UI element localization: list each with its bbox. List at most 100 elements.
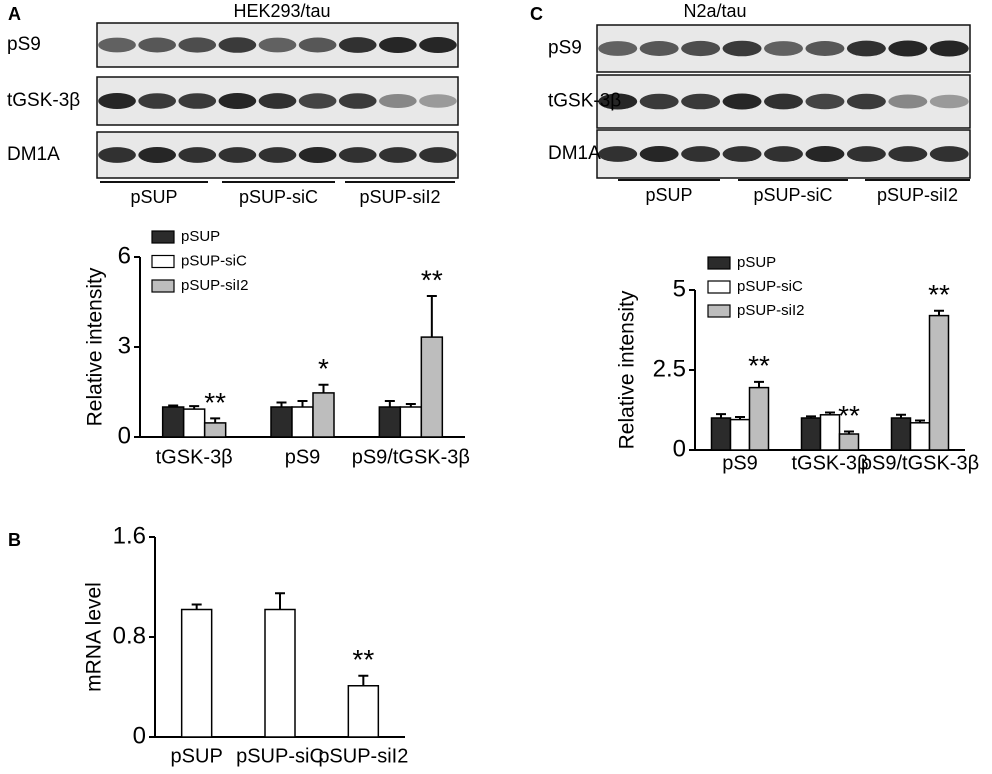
panel-letter: C xyxy=(530,4,543,24)
legend-swatch xyxy=(151,230,175,244)
blot-band xyxy=(929,146,969,162)
blot-band xyxy=(805,93,845,110)
y-tick-label: 6 xyxy=(118,242,131,269)
group-label: pSUP xyxy=(645,185,692,205)
y-tick-label: 0 xyxy=(673,435,686,462)
blot-band xyxy=(846,40,886,57)
blot-band xyxy=(929,94,969,109)
blot-title: N2a/tau xyxy=(683,1,746,21)
blot-band xyxy=(598,146,638,162)
blot-band xyxy=(218,147,257,163)
error-bar xyxy=(384,400,395,407)
blot-band xyxy=(598,41,638,56)
blot-row-label: tGSK-3β xyxy=(548,91,621,112)
blot-band xyxy=(298,37,337,53)
blot-band xyxy=(805,41,845,56)
group-label: pSUP-siI2 xyxy=(359,187,440,207)
blot-band xyxy=(98,93,136,109)
blot-band xyxy=(138,147,177,163)
bar xyxy=(420,336,444,438)
legend-label: pSUP-siC xyxy=(737,278,803,295)
blot-band xyxy=(178,93,217,109)
error-bar xyxy=(358,674,369,686)
blot-title: HEK293/tau xyxy=(233,1,330,21)
error-bar xyxy=(754,380,764,388)
blot-band xyxy=(419,37,457,53)
blot-band xyxy=(639,146,679,162)
legend-label: pSUP-siI2 xyxy=(181,277,249,294)
x-tick-label: pS9 xyxy=(722,452,758,474)
legend-label: pSUP-siC xyxy=(181,252,247,269)
blot-band xyxy=(218,37,257,53)
bar xyxy=(264,608,296,738)
bar xyxy=(800,417,822,451)
legend-label: pSUP xyxy=(181,228,220,245)
blot-band xyxy=(639,41,679,56)
x-tick-label: pSUP-siC xyxy=(236,745,324,767)
blot-band xyxy=(722,146,762,162)
group-label: pSUP-siC xyxy=(753,185,832,205)
y-tick-label: 1.6 xyxy=(113,522,146,549)
x-tick-label: pSUP-siI2 xyxy=(318,745,408,767)
blot-band xyxy=(846,146,886,162)
legend-swatch xyxy=(151,279,175,293)
blot-row-label: DM1A xyxy=(7,144,60,165)
blot-band xyxy=(681,40,721,57)
blot-band xyxy=(378,37,417,53)
bar xyxy=(890,417,912,451)
blot-row-label: pS9 xyxy=(548,38,582,59)
blot-band xyxy=(178,37,217,53)
error-bar xyxy=(191,603,202,610)
error-bar xyxy=(934,309,944,316)
significance: ** xyxy=(928,279,950,310)
legend-label: pSUP-siI2 xyxy=(737,302,805,319)
blot-band xyxy=(178,147,217,163)
legend-swatch xyxy=(151,254,175,269)
y-tick-label: 0 xyxy=(133,722,146,749)
blot-band xyxy=(888,40,928,57)
panel-letter: A xyxy=(8,4,21,24)
blot-band xyxy=(722,93,762,110)
significance: ** xyxy=(352,644,374,675)
y-axis-label: mRNA level xyxy=(83,582,106,692)
blot-band xyxy=(598,93,638,110)
significance: ** xyxy=(204,387,226,418)
blot-band xyxy=(681,93,721,110)
significance: ** xyxy=(838,400,860,431)
error-bar xyxy=(275,592,285,610)
bar xyxy=(748,386,770,451)
legend-swatch xyxy=(707,280,731,294)
blot-band xyxy=(258,147,297,163)
y-tick-label: 0.8 xyxy=(113,622,146,649)
group-label: pSUP xyxy=(130,187,177,207)
blot-band xyxy=(419,94,457,108)
bar xyxy=(180,608,213,738)
blot-band xyxy=(764,41,803,56)
bar xyxy=(928,314,950,451)
group-label: pSUP-siC xyxy=(239,187,318,207)
blot-band xyxy=(258,93,297,109)
bar xyxy=(291,406,314,438)
y-axis-label: Relative intensity xyxy=(616,290,639,449)
bar xyxy=(270,406,293,438)
blot-band xyxy=(338,93,377,109)
blot-band xyxy=(338,147,377,163)
bar xyxy=(909,422,931,451)
significance: * xyxy=(318,353,329,384)
blot-band xyxy=(929,40,969,57)
blot-band xyxy=(298,93,337,109)
blot-band xyxy=(764,93,803,110)
bar xyxy=(312,392,335,438)
bar xyxy=(710,417,732,451)
x-tick-label: pSUP xyxy=(171,745,223,767)
blot-band xyxy=(419,147,457,163)
error-bar xyxy=(426,295,437,338)
group-label: pSUP-siI2 xyxy=(877,185,958,205)
blot-band xyxy=(639,93,679,110)
bar xyxy=(729,418,751,451)
blot-band xyxy=(138,93,177,109)
legend-swatch xyxy=(707,256,731,270)
blot-band xyxy=(681,146,721,162)
